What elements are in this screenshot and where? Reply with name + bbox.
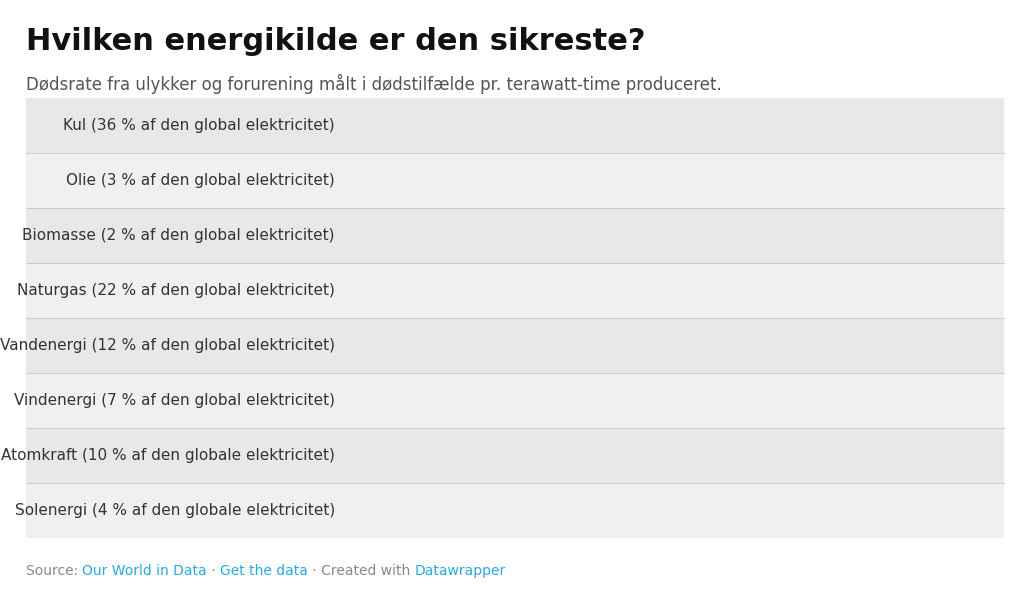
Text: 0.02: 0.02 (350, 503, 384, 517)
Text: Atomkraft (10 % af den globale elektricitet): Atomkraft (10 % af den globale elektrici… (1, 448, 335, 463)
Text: Vindenergi (7 % af den global elektricitet): Vindenergi (7 % af den global elektricit… (14, 393, 335, 407)
Text: Dødsrate fra ulykker og forurening målt i dødstilfælde pr. terawatt-time produce: Dødsrate fra ulykker og forurening målt … (26, 74, 721, 94)
Text: Datawrapper: Datawrapper (415, 564, 506, 579)
Text: 2.8: 2.8 (349, 283, 377, 298)
Text: Biomasse (2 % af den global elektricitet): Biomasse (2 % af den global elektricitet… (23, 228, 335, 243)
Text: Hvilken energikilde er den sikreste?: Hvilken energikilde er den sikreste? (26, 27, 645, 56)
Text: 18.4: 18.4 (349, 173, 387, 188)
Text: 24.6: 24.6 (349, 118, 387, 133)
Text: Olie (3 % af den global elektricitet): Olie (3 % af den global elektricitet) (67, 173, 335, 188)
Text: · Created with: · Created with (308, 564, 415, 579)
Text: Vandenergi (12 % af den global elektricitet): Vandenergi (12 % af den global elektrici… (0, 338, 335, 353)
Text: 0.03: 0.03 (350, 448, 384, 463)
Text: Kul (36 % af den global elektricitet): Kul (36 % af den global elektricitet) (63, 118, 335, 133)
Bar (343, 326, 377, 365)
Text: Source:: Source: (26, 564, 82, 579)
Text: Solenergi (4 % af den globale elektricitet): Solenergi (4 % af den globale elektricit… (14, 503, 335, 517)
Bar (343, 270, 416, 310)
Text: 0.04: 0.04 (350, 393, 384, 407)
Bar (343, 160, 819, 200)
Bar (343, 106, 980, 146)
Bar (343, 216, 462, 255)
Text: Get the data: Get the data (220, 564, 308, 579)
Text: ·: · (207, 564, 220, 579)
Text: 1.3: 1.3 (383, 338, 408, 353)
Text: Naturgas (22 % af den global elektricitet): Naturgas (22 % af den global elektricite… (17, 283, 335, 298)
Text: 4.6: 4.6 (349, 228, 377, 243)
Text: Our World in Data: Our World in Data (82, 564, 207, 579)
Bar (343, 380, 344, 420)
